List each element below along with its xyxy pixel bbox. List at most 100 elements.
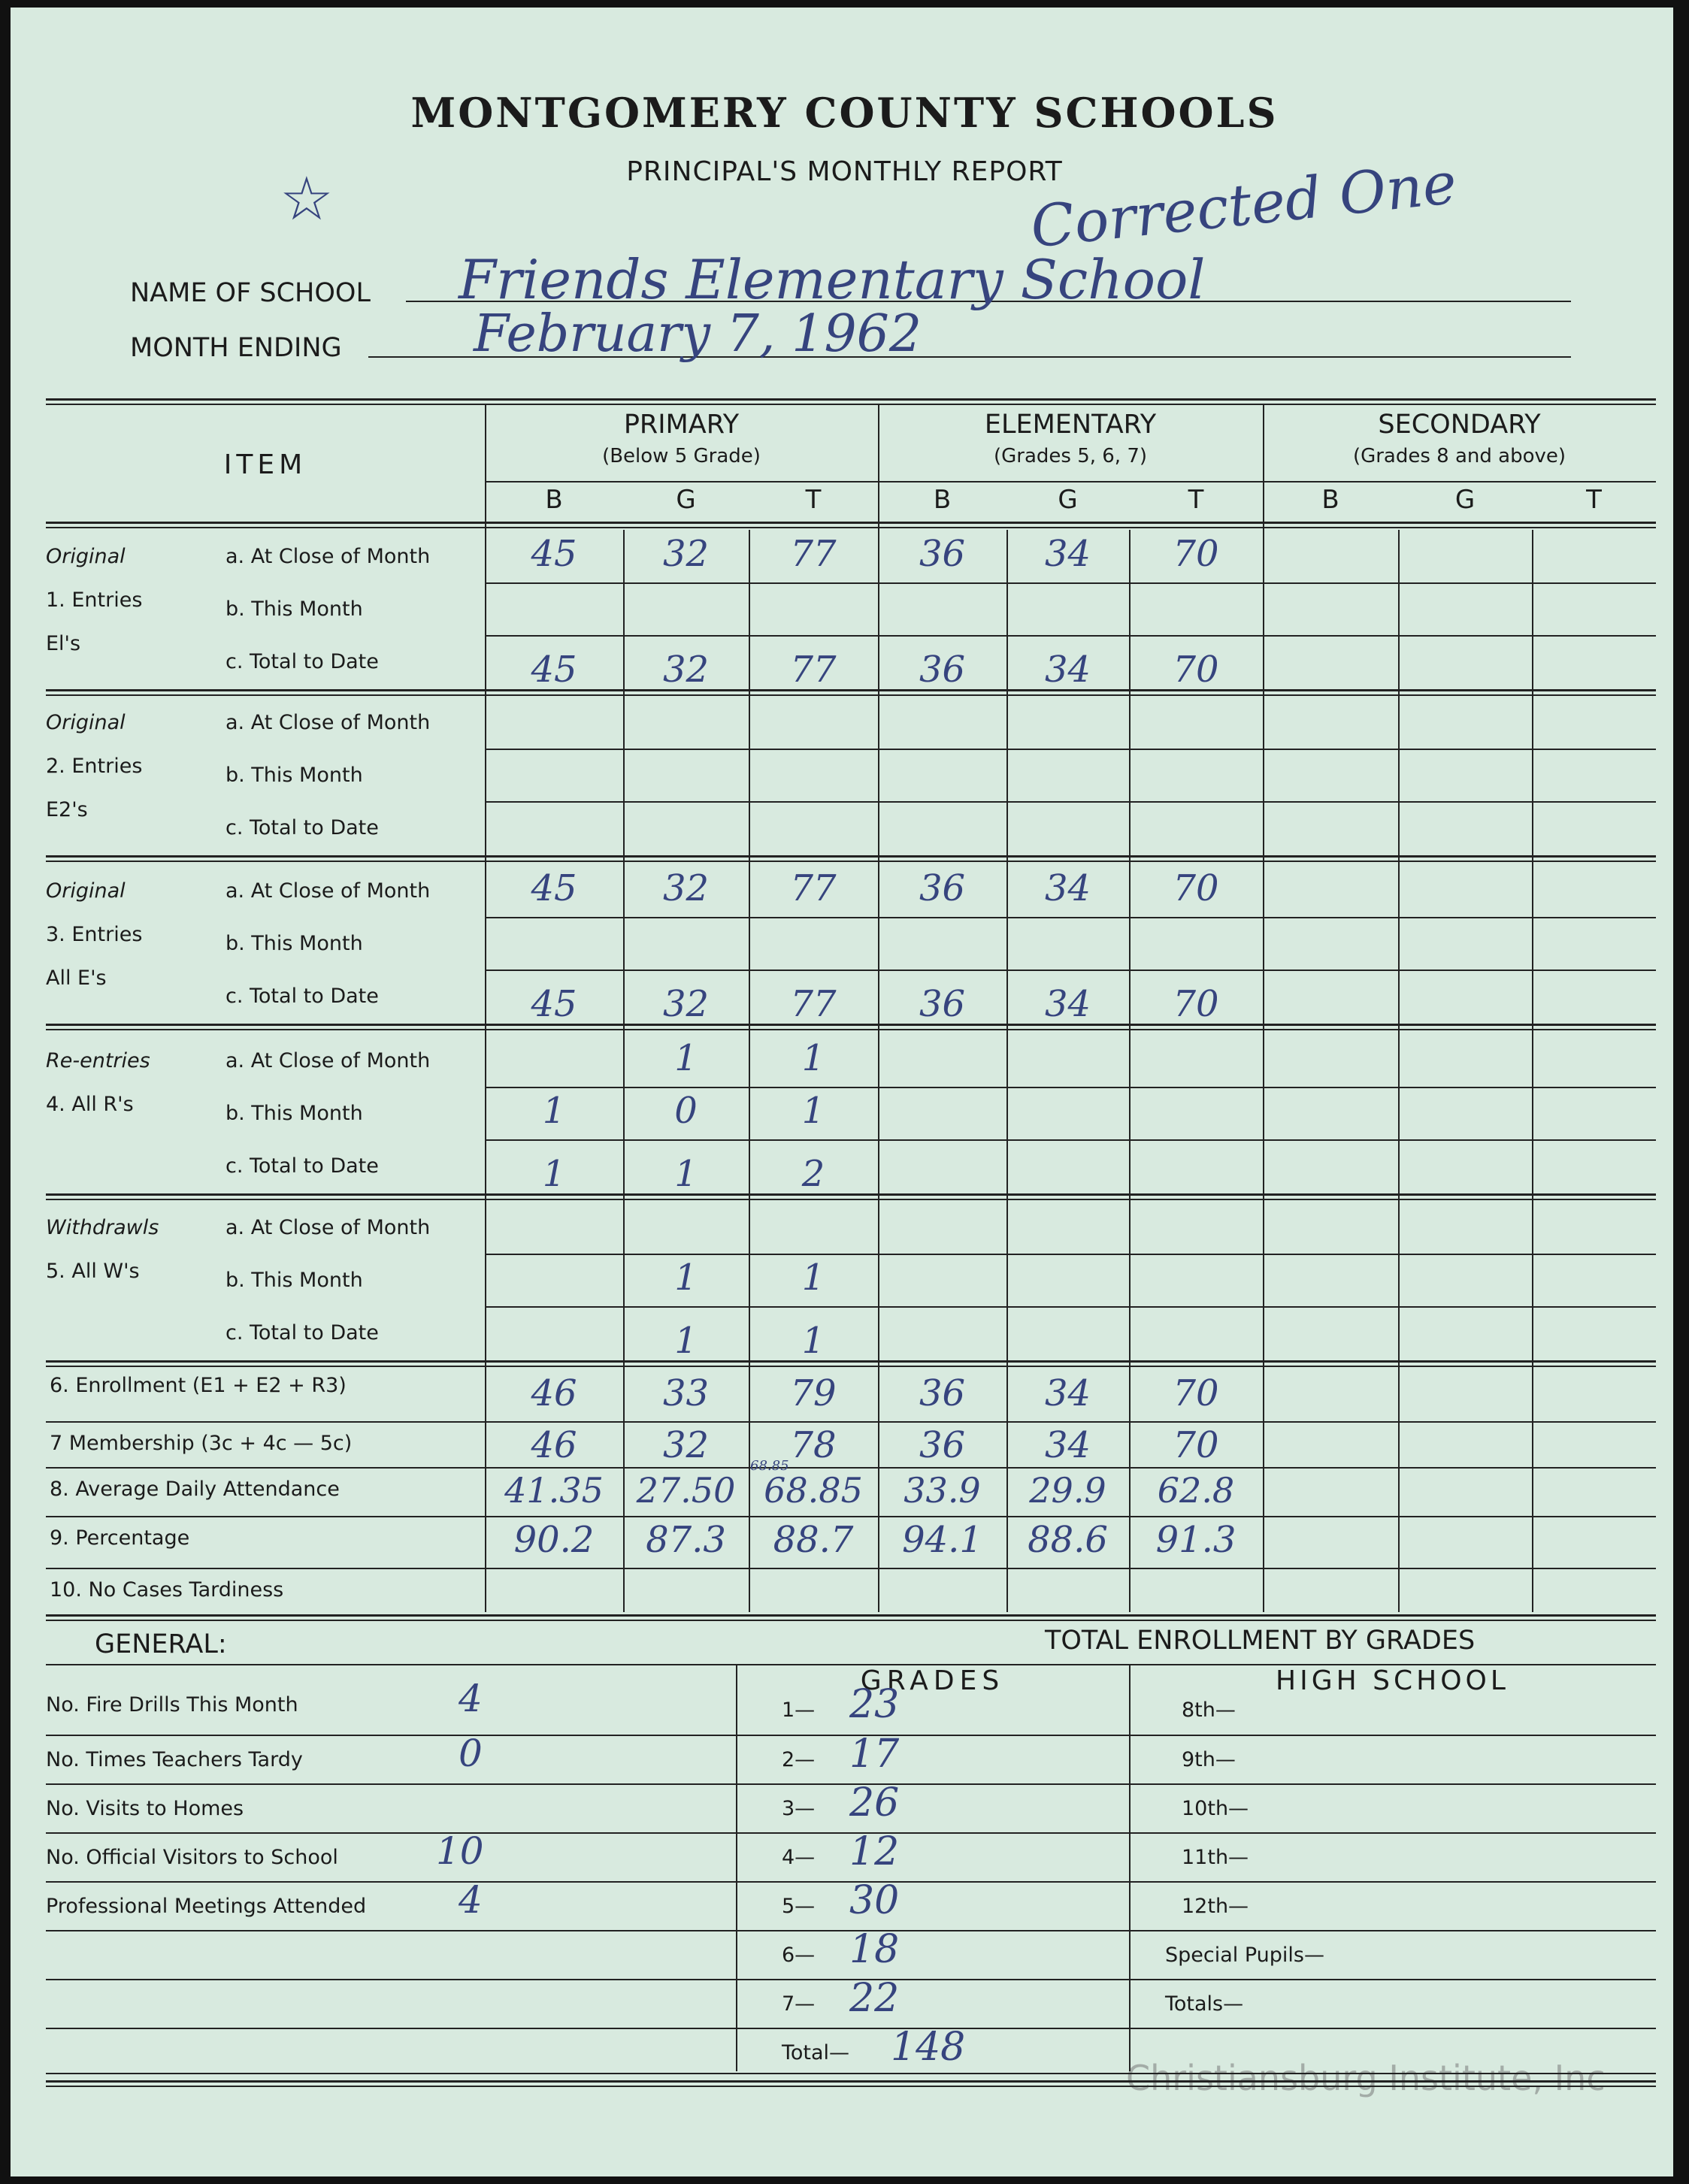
row-rule xyxy=(485,801,1656,803)
section-label: 2. Entries xyxy=(46,755,143,778)
general-rule xyxy=(46,1664,1656,1665)
cell-value: 1 xyxy=(674,1320,698,1362)
section-label: Withdrawls xyxy=(46,1216,159,1239)
school-name-label: NAME OF SCHOOL xyxy=(130,278,371,308)
grade-value: 18 xyxy=(849,1927,900,1972)
cell-value: 79 xyxy=(790,1372,837,1414)
watermark: Christiansburg Institute, Inc xyxy=(1126,2058,1606,2098)
cell-value: 70 xyxy=(1173,1372,1219,1414)
cell-value: 70 xyxy=(1173,533,1219,575)
high-school-label: 10th— xyxy=(1182,1797,1249,1820)
cell-value: 41.35 xyxy=(504,1470,604,1511)
cell-value: 94.1 xyxy=(902,1519,982,1561)
row-rule xyxy=(46,1930,1656,1931)
section-label: El's xyxy=(46,632,81,655)
grade-value: 23 xyxy=(849,1682,900,1727)
column-divider xyxy=(1398,530,1400,1612)
high-school-label: Special Pupils— xyxy=(1165,1944,1324,1967)
general-item-value: 0 xyxy=(459,1732,483,1775)
column-header-g: G xyxy=(1454,485,1476,515)
cell-value: 77 xyxy=(790,983,837,1025)
summary-label: 8. Average Daily Attendance xyxy=(50,1478,340,1501)
cell-value: 1 xyxy=(674,1257,698,1299)
grade-label: 4— xyxy=(782,1846,816,1869)
cell-value: 36 xyxy=(919,649,966,691)
row-label: a. At Close of Month xyxy=(226,1216,431,1239)
section-label: E2's xyxy=(46,798,88,821)
column-divider xyxy=(749,530,750,1612)
summary-label: 6. Enrollment (E1 + E2 + R3) xyxy=(50,1374,347,1397)
cell-value: 34 xyxy=(1044,1372,1091,1414)
high-school-label: 9th— xyxy=(1182,1748,1236,1771)
month-ending-value: February 7, 1962 xyxy=(474,304,922,364)
row-label: c. Total to Date xyxy=(226,1154,379,1178)
grade-label: 7— xyxy=(782,1992,816,2016)
cell-value: 77 xyxy=(790,649,837,691)
cell-value: 70 xyxy=(1173,867,1219,909)
row-label: a. At Close of Month xyxy=(226,1049,431,1072)
group-subtitle: (Below 5 Grade) xyxy=(602,445,761,467)
cell-value: 32 xyxy=(662,533,710,575)
section-label: 4. All R's xyxy=(46,1093,134,1116)
row-label: c. Total to Date xyxy=(226,816,379,839)
cell-value: 32 xyxy=(662,1424,710,1466)
column-header-b: B xyxy=(545,485,563,515)
general-item-label: No. Times Teachers Tardy xyxy=(46,1748,303,1771)
column-divider xyxy=(1532,530,1533,1612)
cell-value: 88.6 xyxy=(1028,1519,1108,1561)
cell-value: 36 xyxy=(919,867,966,909)
cell-value: 70 xyxy=(1173,1424,1219,1466)
grades-header: GRADES xyxy=(860,1665,1005,1696)
form-bottom-rule xyxy=(46,2080,1656,2087)
column-divider xyxy=(1129,530,1131,1612)
cell-value: 34 xyxy=(1044,983,1091,1025)
column-divider xyxy=(623,530,625,1612)
section-label: Original xyxy=(46,711,126,734)
row-rule xyxy=(485,1254,1656,1255)
high-school-label: 11th— xyxy=(1182,1846,1249,1869)
cell-value: 36 xyxy=(919,533,966,575)
header-bottom-rule xyxy=(46,522,1656,528)
row-label: a. At Close of Month xyxy=(226,879,431,903)
group-title: PRIMARY xyxy=(623,410,740,440)
grade-value: 17 xyxy=(849,1732,900,1777)
grade-label: Total— xyxy=(782,2041,850,2065)
cell-value: 1 xyxy=(674,1037,698,1079)
cell-value: 46 xyxy=(531,1372,577,1414)
enrollment-title: TOTAL ENROLLMENT BY GRADES xyxy=(1045,1626,1476,1656)
row-rule xyxy=(485,969,1656,971)
grade-label: 3— xyxy=(782,1797,816,1820)
cell-value: 2 xyxy=(801,1153,825,1195)
group-subtitle: (Grades 5, 6, 7) xyxy=(993,445,1148,467)
group-subtitle: (Grades 8 and above) xyxy=(1352,445,1566,467)
summary-label: 7 Membership (3c + 4c — 5c) xyxy=(50,1432,353,1455)
cell-value: 32 xyxy=(662,983,710,1025)
row-rule xyxy=(46,1516,1656,1517)
form-subtitle: PRINCIPAL'S MONTHLY REPORT xyxy=(626,156,1063,187)
section-label: Original xyxy=(46,879,126,903)
row-rule xyxy=(46,2028,1656,2029)
cell-value: 45 xyxy=(531,533,577,575)
column-divider xyxy=(1263,404,1264,1612)
column-header-t: T xyxy=(1188,485,1204,515)
general-item-label: No. Fire Drills This Month xyxy=(46,1693,298,1717)
group-title: SECONDARY xyxy=(1378,410,1541,440)
cell-value: 32 xyxy=(662,867,710,909)
cell-value: 70 xyxy=(1173,983,1219,1025)
section-rule xyxy=(46,1360,1656,1367)
cell-value: 70 xyxy=(1173,649,1219,691)
row-rule xyxy=(46,1881,1656,1883)
cell-value: 45 xyxy=(531,983,577,1025)
cell-value: 46 xyxy=(531,1424,577,1466)
grade-value: 26 xyxy=(849,1780,900,1826)
section-label: 3. Entries xyxy=(46,923,143,946)
grade-label: 6— xyxy=(782,1944,816,1967)
cell-value: 34 xyxy=(1044,533,1091,575)
section-rule xyxy=(46,1193,1656,1200)
row-rule xyxy=(485,917,1656,918)
section-rule xyxy=(46,689,1656,696)
school-name-line xyxy=(406,301,1571,302)
table-bottom-rule xyxy=(46,1614,1656,1621)
column-divider xyxy=(485,404,486,1612)
